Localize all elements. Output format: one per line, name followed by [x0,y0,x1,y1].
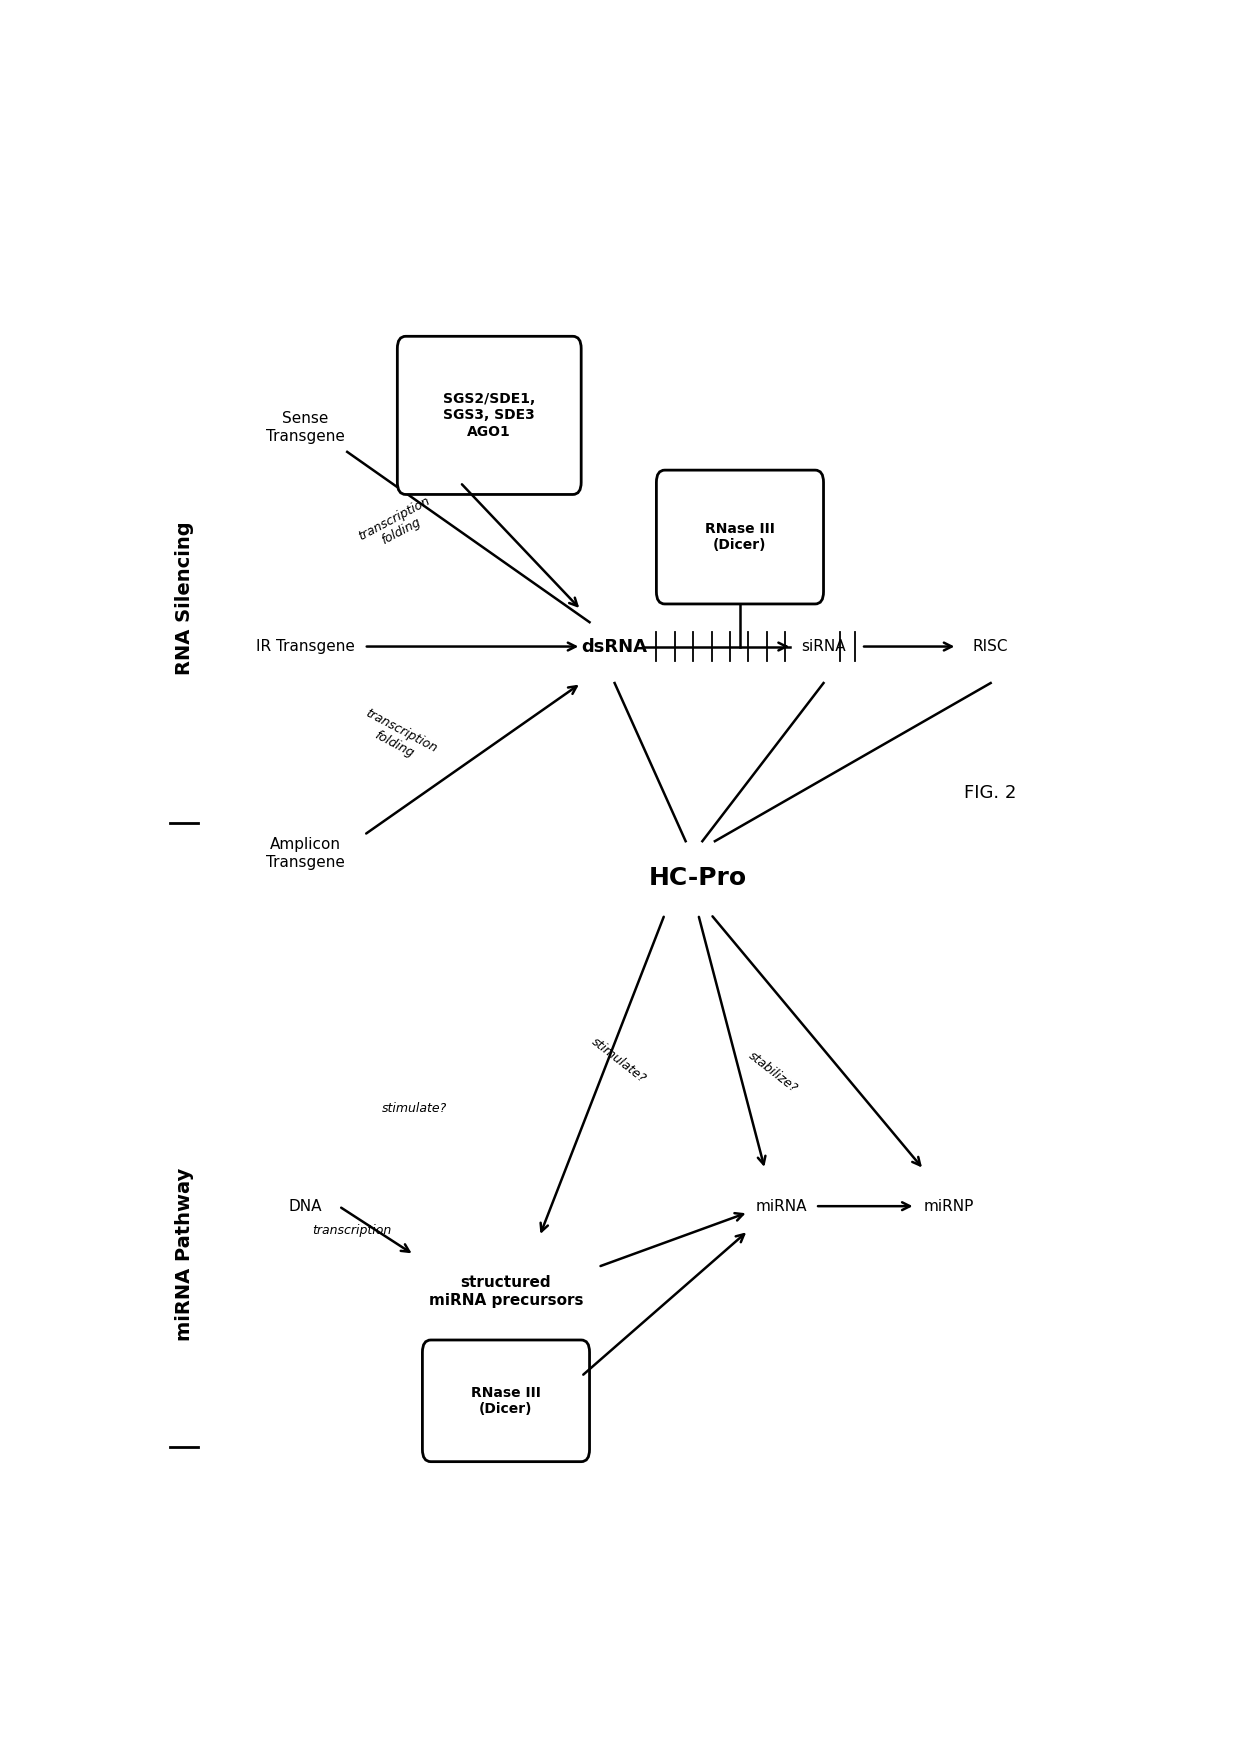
Text: miRNA Pathway: miRNA Pathway [175,1168,193,1342]
FancyBboxPatch shape [656,469,823,603]
Text: transcription: transcription [311,1224,391,1237]
Text: RNA Silencing: RNA Silencing [175,521,193,674]
Text: DNA: DNA [289,1199,322,1213]
Text: Sense
Transgene: Sense Transgene [265,412,345,443]
FancyBboxPatch shape [397,335,582,494]
FancyBboxPatch shape [423,1340,589,1462]
Text: transcription
folding: transcription folding [356,707,439,768]
Text: SGS2/SDE1,
SGS3, SDE3
AGO1: SGS2/SDE1, SGS3, SDE3 AGO1 [443,393,536,438]
Text: RNase III
(Dicer): RNase III (Dicer) [706,521,775,553]
Text: stimulate?: stimulate? [589,1034,649,1086]
Text: stimulate?: stimulate? [382,1102,446,1116]
Text: RNase III
(Dicer): RNase III (Dicer) [471,1385,541,1416]
Text: Aberrant RNA: Aberrant RNA [440,339,455,443]
Text: Amplicon
Transgene: Amplicon Transgene [265,838,345,869]
Text: miRNP: miRNP [924,1199,975,1213]
Text: stabilize?: stabilize? [746,1050,800,1095]
Text: FIG. 2: FIG. 2 [965,784,1017,801]
Text: IR Transgene: IR Transgene [255,640,355,653]
Text: siRNA: siRNA [801,640,846,653]
Text: dsRNA: dsRNA [582,638,647,655]
Text: structured
miRNA precursors: structured miRNA precursors [429,1276,583,1307]
Text: miRNA: miRNA [756,1199,807,1213]
Text: HC-Pro: HC-Pro [649,866,748,890]
Text: transcription
folding: transcription folding [356,494,439,556]
Text: RISC: RISC [973,640,1008,653]
